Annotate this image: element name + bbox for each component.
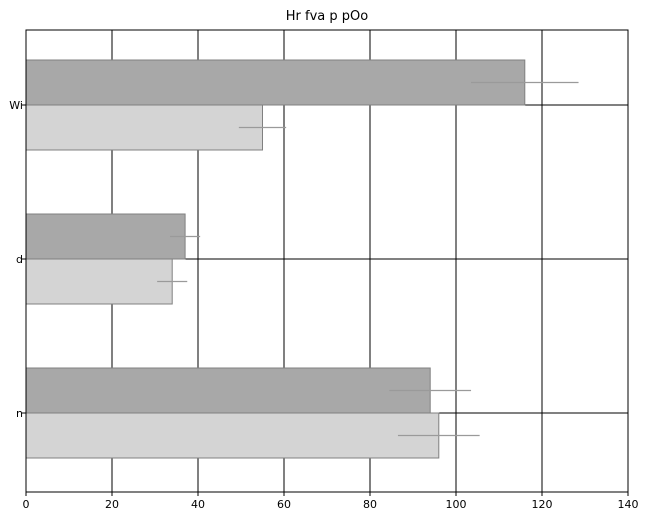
x-tick-label: 60 [277,498,291,511]
y-axis: Wi d n [9,99,26,420]
x-tick-label: 20 [105,498,119,511]
x-tick-label: 100 [446,498,467,511]
x-tick-label: 40 [191,498,205,511]
plot-frame [25,29,629,493]
chart-title: Hr fva p pOo [286,9,368,24]
bar-n-series-2 [25,412,440,459]
y-tick-label: d [16,253,23,266]
bar-n-series-1 [25,367,431,414]
error-bars [157,81,579,437]
x-tick-label: 120 [532,498,553,511]
y-tick-label: Wi [9,99,23,112]
y-tick-label: n [16,407,23,420]
x-tick-label: 140 [618,498,639,511]
bar-Wi-series-1 [25,59,526,106]
bar-Wi-series-2 [25,104,263,151]
x-tick-label: 0 [23,498,30,511]
x-tick-label: 80 [363,498,377,511]
bar-d-series-1 [25,213,186,260]
x-axis: 0 20 40 60 80 100 120 140 [23,492,639,511]
bar-d-series-2 [25,258,173,305]
bars [25,59,526,459]
